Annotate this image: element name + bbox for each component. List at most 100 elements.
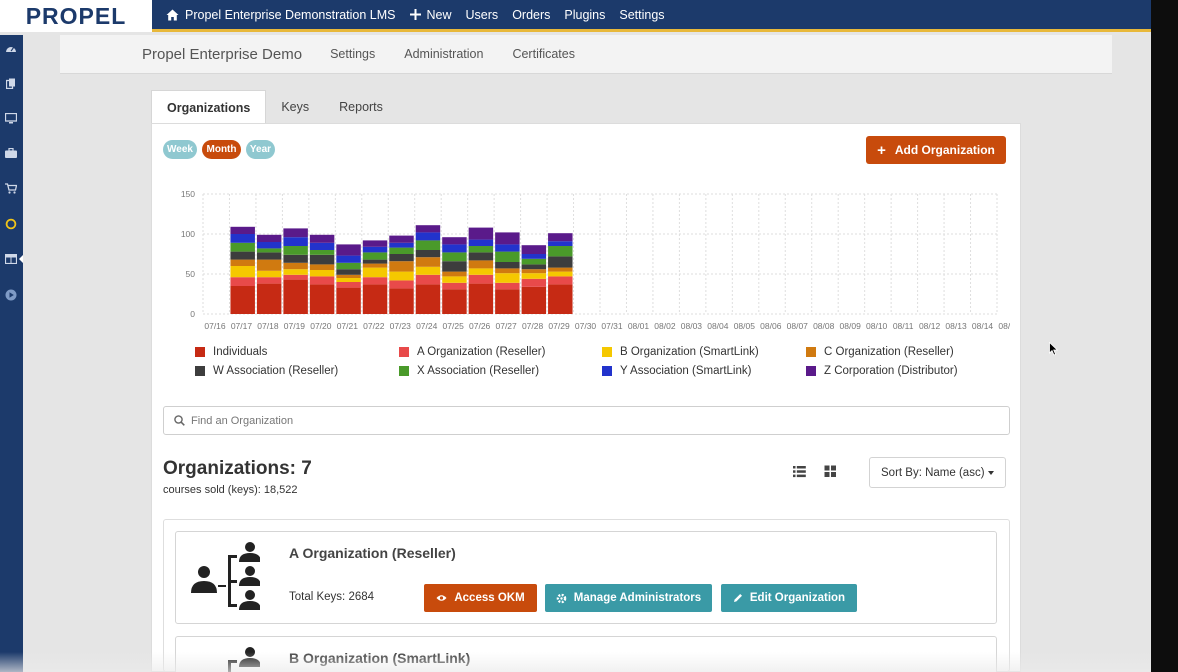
access-okm-button[interactable]: Access OKM: [424, 584, 537, 612]
bar-segment: [389, 235, 414, 243]
x-tick-label: 07/21: [337, 321, 359, 331]
bar-segment: [468, 227, 494, 240]
tab-organizations[interactable]: Organizations: [151, 90, 267, 124]
subnav-certificates[interactable]: Certificates: [512, 47, 575, 61]
bar-segment: [362, 284, 388, 314]
bar-segment: [415, 257, 441, 267]
org-card: B Organization (SmartLink): [175, 636, 997, 672]
bar-segment: [468, 239, 494, 246]
bar-segment: [256, 277, 282, 284]
bar-segment: [230, 266, 255, 278]
bar-segment: [548, 276, 573, 285]
x-tick-label: 07/18: [257, 321, 279, 331]
play-icon[interactable]: [4, 288, 18, 302]
bar-segment: [521, 254, 547, 259]
home-link[interactable]: Propel Enterprise Demonstration LMS: [166, 8, 396, 22]
screen-edge: [1151, 0, 1178, 672]
org-name[interactable]: A Organization (Reseller): [289, 545, 456, 561]
legend-item[interactable]: Individuals: [195, 346, 267, 358]
y-tick-label: 100: [181, 229, 195, 239]
x-tick-label: 07/23: [390, 321, 412, 331]
bar-segment: [309, 254, 335, 265]
add-organization-label: Add Organization: [894, 143, 995, 157]
bar-segment: [389, 242, 414, 248]
x-tick-label: 08/13: [945, 321, 967, 331]
copy-icon[interactable]: [4, 76, 18, 90]
tab-reports[interactable]: Reports: [339, 100, 383, 114]
caret-down-icon: [988, 471, 994, 475]
subnav-settings[interactable]: Settings: [330, 47, 376, 61]
plugins-link[interactable]: Plugins: [564, 8, 605, 22]
bar-segment: [548, 256, 573, 268]
bar-segment: [283, 237, 308, 246]
tab-bar: Organizations Keys Reports: [151, 90, 398, 124]
bar-segment: [495, 251, 520, 262]
pill-year[interactable]: Year: [246, 140, 275, 159]
site-brand[interactable]: Propel Enterprise Demo: [142, 45, 303, 63]
legend-item[interactable]: X Association (Reseller): [399, 365, 539, 377]
briefcase-icon[interactable]: [4, 146, 18, 160]
bar-segment: [521, 273, 547, 279]
users-link[interactable]: Users: [466, 8, 499, 22]
manage-administrators-button[interactable]: Manage Administrators: [545, 584, 712, 612]
list-view-icon[interactable]: [793, 465, 806, 478]
grid-view-icon[interactable]: [824, 465, 837, 478]
bar-segment: [389, 261, 414, 272]
edit-organization-button[interactable]: Edit Organization: [721, 584, 857, 612]
refresh-icon[interactable]: [4, 217, 18, 231]
bar-segment: [362, 267, 388, 278]
legend-item[interactable]: A Organization (Reseller): [399, 346, 545, 358]
bar-segment: [283, 269, 308, 275]
monitor-icon[interactable]: [4, 111, 18, 125]
bar-segment: [362, 246, 388, 253]
subnav-administration[interactable]: Administration: [404, 47, 484, 61]
legend-swatch: [806, 347, 816, 357]
settings-link[interactable]: Settings: [619, 8, 664, 22]
legend-item[interactable]: Y Association (SmartLink): [602, 365, 751, 377]
cart-icon[interactable]: [4, 181, 18, 195]
org-total-keys: Total Keys: 2684: [289, 591, 375, 603]
x-tick-label: 08/05: [734, 321, 756, 331]
pill-month[interactable]: Month: [202, 140, 241, 159]
bar-segment: [442, 244, 467, 253]
x-tick-label: 08/08: [813, 321, 835, 331]
legend-swatch: [399, 366, 409, 376]
propel-logo[interactable]: PROPEL: [0, 0, 152, 32]
plugins-label: Plugins: [564, 7, 606, 22]
bar-segment: [548, 267, 573, 272]
active-indicator: [19, 255, 23, 263]
sort-dropdown[interactable]: Sort By: Name (asc): [869, 457, 1006, 488]
x-tick-label: 08/02: [654, 321, 676, 331]
x-tick-label: 08/14: [972, 321, 994, 331]
top-navbar: PROPEL Propel Enterprise Demonstration L…: [0, 0, 1151, 32]
org-search-input[interactable]: [191, 414, 971, 427]
y-tick-label: 50: [186, 269, 196, 279]
bar-segment: [495, 273, 520, 283]
legend-item[interactable]: Z Corporation (Distributor): [806, 365, 958, 377]
edit-organization-label: Edit Organization: [749, 592, 846, 604]
mouse-cursor-icon: [1049, 342, 1058, 356]
add-organization-button[interactable]: + Add Organization: [866, 136, 1006, 164]
bar-segment: [389, 288, 414, 314]
legend-item[interactable]: W Association (Reseller): [195, 365, 338, 377]
bar-segment: [230, 259, 255, 266]
legend-item[interactable]: C Organization (Reseller): [806, 346, 954, 358]
access-okm-label: Access OKM: [454, 592, 525, 604]
new-label: New: [426, 7, 452, 22]
bar-segment: [468, 283, 494, 314]
legend-item[interactable]: B Organization (SmartLink): [602, 346, 759, 358]
search-icon: [174, 415, 185, 426]
new-menu[interactable]: New: [409, 7, 452, 22]
pill-week[interactable]: Week: [163, 140, 197, 159]
bar-segment: [362, 240, 388, 247]
bar-segment: [495, 232, 520, 245]
table-icon[interactable]: [4, 252, 18, 266]
x-tick-label: 07/30: [575, 321, 597, 331]
bar-segment: [521, 264, 547, 270]
org-name[interactable]: B Organization (SmartLink): [289, 650, 471, 666]
bar-segment: [256, 270, 282, 278]
dashboard-icon[interactable]: [4, 41, 18, 55]
bar-segment: [362, 252, 388, 260]
orders-link[interactable]: Orders: [512, 8, 550, 22]
tab-keys[interactable]: Keys: [281, 100, 310, 114]
